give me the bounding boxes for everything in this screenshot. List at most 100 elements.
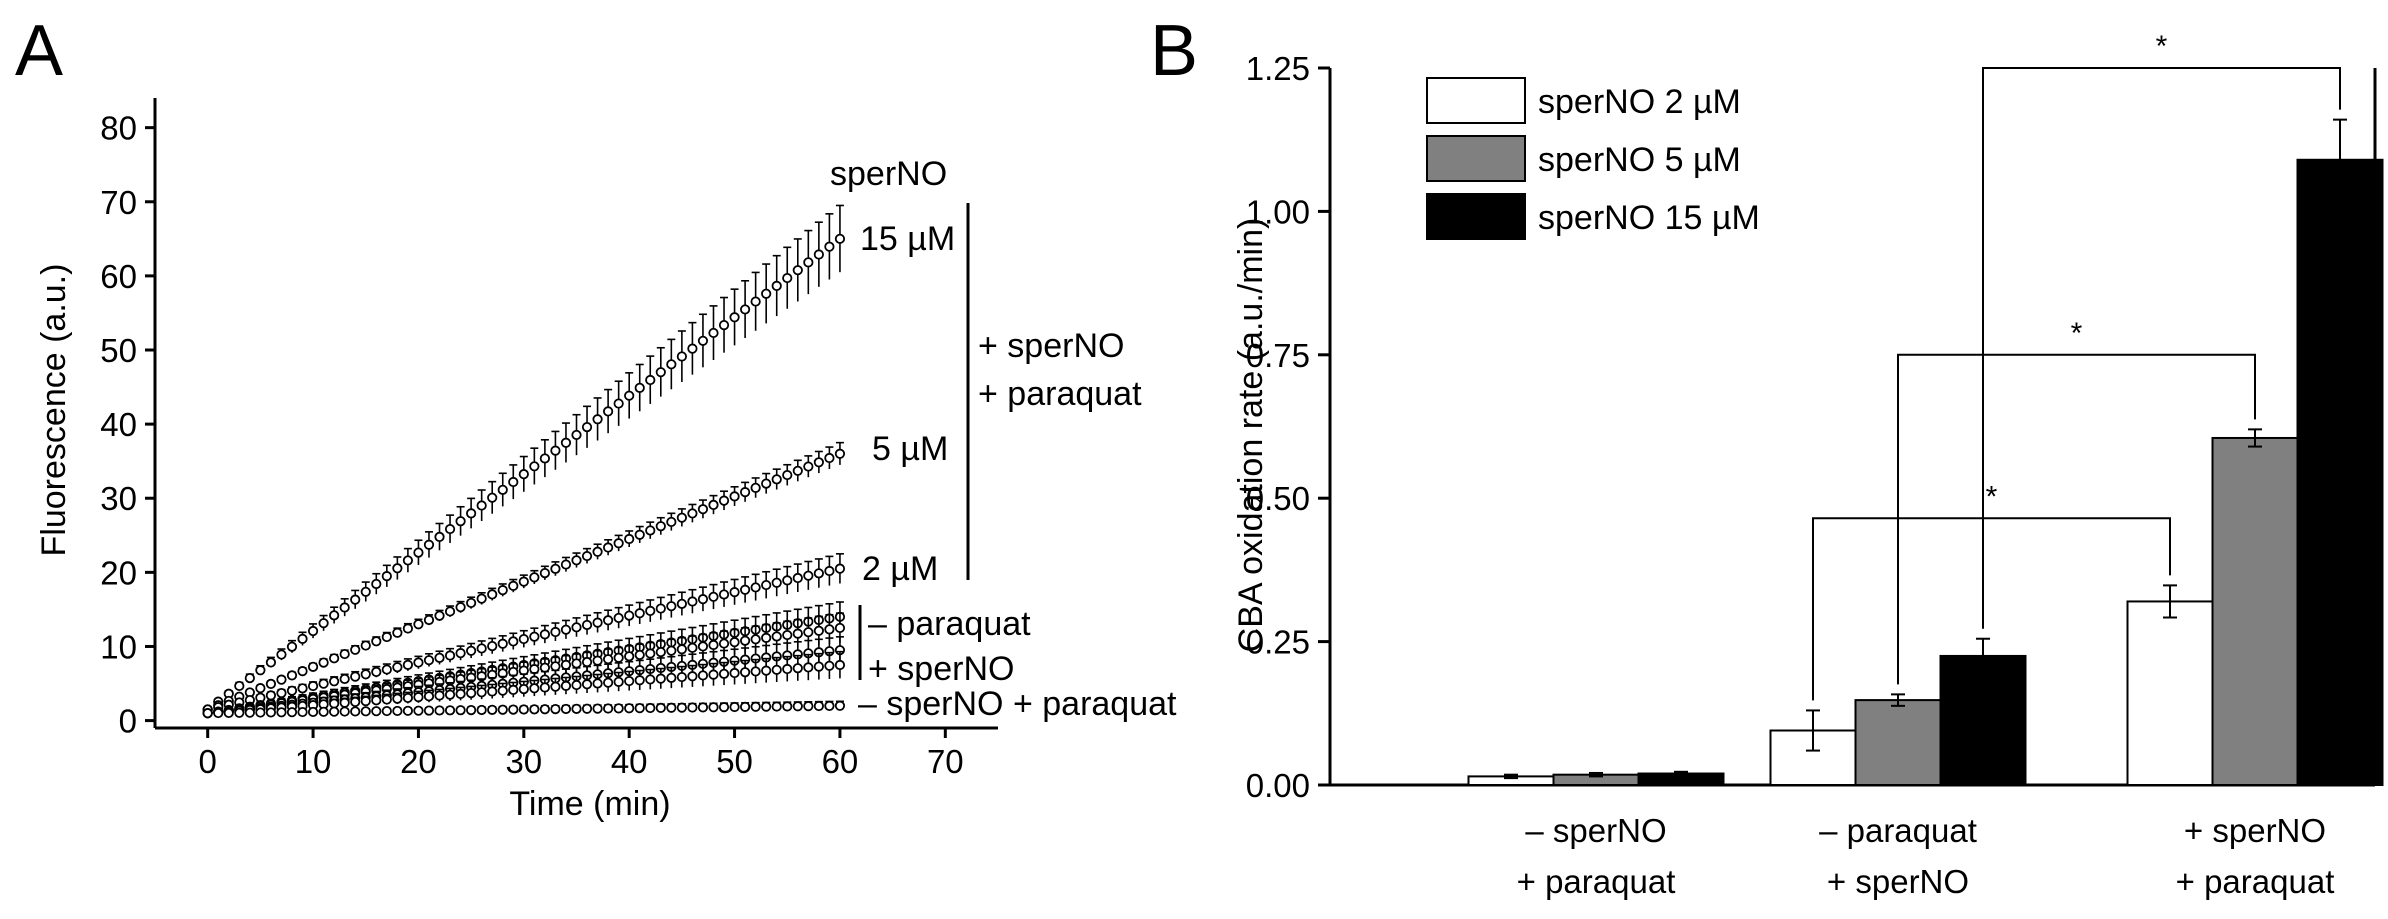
- a-data-point: [307, 661, 319, 672]
- a-data-point: [813, 625, 824, 636]
- a-data-point: [697, 670, 709, 681]
- b-significance-bracket: [1897, 353, 2256, 685]
- a-data-point: [803, 257, 814, 268]
- a-data-point: [624, 390, 635, 401]
- b-significance-star: *: [2156, 30, 2168, 63]
- b-bar: [2296, 158, 2384, 786]
- a-data-point: [234, 707, 245, 718]
- b-category-label: + paraquat: [1517, 863, 1676, 900]
- a-data-point: [571, 658, 582, 669]
- a-data-point: [634, 529, 645, 540]
- a-data-point: [624, 651, 635, 662]
- b-legend: sperNO 2 µM sperNO 5 µM sperNO 15 µM: [1426, 77, 1760, 240]
- a-ctrl-paraquat: – paraquat: [868, 605, 1031, 643]
- a-data-point: [318, 678, 329, 689]
- a-data-point: [803, 701, 814, 712]
- a-data-point: [645, 374, 656, 386]
- a-data-point: [624, 703, 635, 714]
- a-data-point: [592, 414, 603, 425]
- a-data-point: [307, 625, 319, 637]
- a-data-point: [444, 650, 456, 661]
- a-data-point: [697, 702, 709, 713]
- a-data-point: [676, 702, 687, 713]
- a-data-point: [676, 351, 687, 362]
- a-y-tick-label: 30: [100, 480, 137, 517]
- a-data-point: [423, 655, 435, 666]
- a-data-point: [581, 421, 593, 433]
- a-data-point: [771, 474, 782, 485]
- b-y-tick-label: 0.50: [1246, 480, 1310, 517]
- a-data-point: [392, 662, 403, 673]
- a-label-15um: 15 µM: [860, 220, 955, 258]
- a-data-point: [455, 602, 466, 613]
- b-significance: * * *: [1812, 30, 2341, 701]
- a-data-point: [402, 623, 413, 634]
- a-data-point: [603, 406, 614, 417]
- b-y-axis-label: CBA oxidation rate (a.u./min): [1232, 218, 1270, 653]
- a-data-point: [487, 492, 498, 503]
- a-data-point: [444, 523, 456, 535]
- a-data-point: [371, 636, 382, 647]
- a-data-point: [413, 657, 424, 668]
- a-data-point: [761, 701, 772, 712]
- a-data-point: [782, 272, 793, 284]
- a-data-point: [739, 304, 751, 315]
- a-data-point: [529, 461, 540, 472]
- a-data-point: [318, 618, 329, 629]
- b-legend-label: sperNO 2 µM: [1538, 83, 1741, 121]
- a-data-point: [803, 461, 814, 472]
- a-y-tick-label: 60: [100, 258, 137, 295]
- a-data-point: [381, 694, 392, 705]
- a-y-tick-label: 80: [100, 110, 137, 147]
- b-significance-star: *: [1986, 480, 1998, 513]
- a-data-point: [476, 593, 487, 604]
- a-data-point: [729, 312, 740, 323]
- a-data-point: [792, 572, 803, 584]
- panel-b-chart: 0.00 0.25 0.50 0.75 1.00 1.25 * * * sperNO 2 µM…: [1232, 30, 2384, 900]
- a-data-point: [771, 280, 782, 291]
- a-data-point: [761, 665, 772, 676]
- a-data-point: [655, 702, 666, 713]
- a-data-point: [571, 555, 582, 566]
- a-data-point: [624, 533, 635, 545]
- a-data-point: [603, 677, 614, 688]
- a-data-point: [371, 695, 382, 706]
- a-data-point: [750, 482, 761, 493]
- a-data-point: [476, 687, 487, 698]
- a-data-point: [497, 685, 508, 696]
- a-data-point: [697, 641, 709, 652]
- a-data-point: [687, 642, 698, 653]
- a-data-point: [687, 671, 698, 682]
- b-category-label: + sperNO: [2184, 812, 2326, 849]
- a-data-point: [487, 686, 498, 697]
- a-data-point: [750, 634, 761, 645]
- a-data-point: [360, 586, 371, 597]
- a-data-point: [834, 563, 846, 574]
- a-group-sperno: + sperNO: [978, 327, 1124, 365]
- a-data-point: [729, 491, 740, 502]
- b-bar: [1939, 654, 2027, 786]
- a-data-point: [739, 635, 751, 646]
- a-data-point: [697, 594, 709, 605]
- a-data-point: [666, 516, 677, 528]
- b-legend-label: sperNO 5 µM: [1538, 141, 1741, 179]
- a-data-point: [761, 478, 772, 489]
- a-y-tick-label: 10: [100, 628, 137, 665]
- a-series-group: [202, 204, 846, 715]
- a-data-point: [613, 398, 624, 409]
- a-data-point: [792, 628, 803, 639]
- a-data-point: [592, 678, 603, 689]
- b-bars: [1467, 118, 2384, 787]
- a-data-point: [771, 701, 782, 712]
- a-data-point: [518, 683, 529, 695]
- a-data-point: [708, 499, 719, 511]
- a-data-point: [697, 504, 709, 515]
- a-data-point: [255, 665, 266, 676]
- a-data-point: [634, 608, 645, 619]
- a-x-tick-label: 70: [927, 743, 964, 780]
- a-data-point: [666, 601, 677, 612]
- a-data-point: [834, 622, 846, 634]
- a-data-point: [824, 452, 835, 464]
- a-data-point: [434, 610, 445, 621]
- a-data-point: [444, 606, 456, 617]
